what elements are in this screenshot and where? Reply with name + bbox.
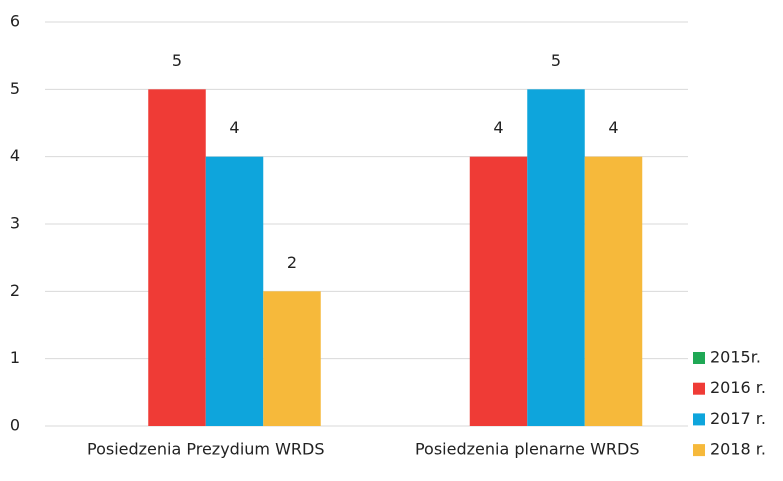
legend-swatch xyxy=(693,352,705,364)
legend-swatch xyxy=(693,444,705,457)
y-tick-label: 2 xyxy=(10,281,20,300)
data-label: 5 xyxy=(172,51,182,70)
bar xyxy=(263,291,321,426)
data-label: 4 xyxy=(493,118,503,137)
legend-label: 2015r. xyxy=(710,348,761,367)
bar xyxy=(469,156,528,426)
bar xyxy=(527,89,585,426)
bar xyxy=(584,156,643,426)
y-tick-label: 4 xyxy=(10,146,20,165)
y-tick-label: 5 xyxy=(10,79,20,98)
y-tick-label: 1 xyxy=(10,348,20,367)
data-label: 4 xyxy=(608,118,618,137)
legend-label: 2016 r. xyxy=(710,378,766,397)
bar xyxy=(205,156,264,426)
data-label: 5 xyxy=(551,51,561,70)
y-tick-label: 0 xyxy=(10,416,20,435)
legend-swatch xyxy=(693,382,705,395)
legend-label: 2018 r. xyxy=(710,440,766,459)
legend-swatch xyxy=(693,413,705,426)
y-tick-label: 3 xyxy=(10,214,20,233)
x-tick-label: Posiedzenia Prezydium WRDS xyxy=(87,440,325,459)
x-tick-label: Posiedzenia plenarne WRDS xyxy=(415,440,640,459)
legend-label: 2017 r. xyxy=(710,409,766,428)
data-label: 4 xyxy=(229,118,239,137)
data-label: 2 xyxy=(287,253,297,272)
bar xyxy=(148,89,206,426)
y-tick-label: 6 xyxy=(10,12,20,31)
